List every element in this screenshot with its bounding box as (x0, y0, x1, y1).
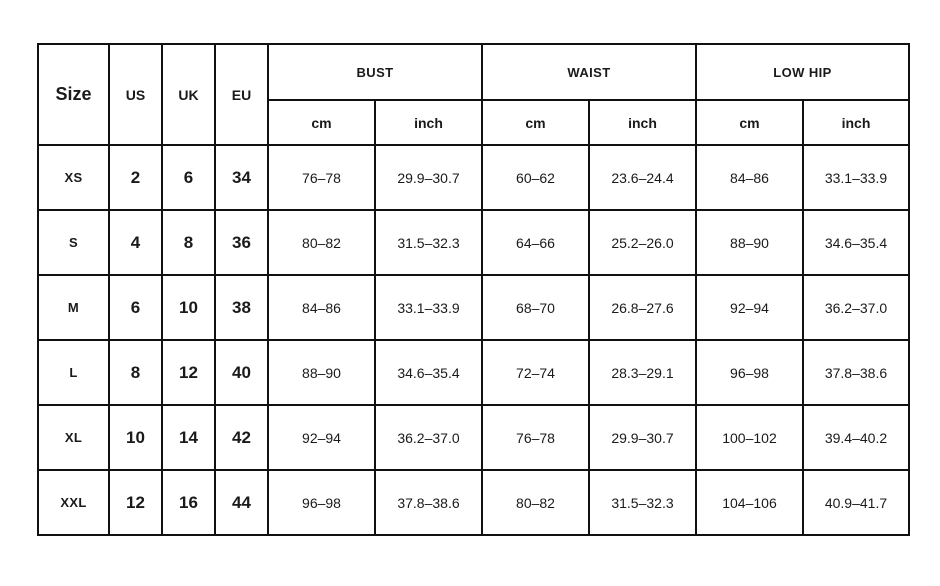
hip-cm-cell: 84–86 (695, 144, 804, 211)
size-label-cell: L (37, 339, 110, 406)
size-label-cell: XS (37, 144, 110, 211)
hip-inch-cell: 40.9–41.7 (802, 469, 910, 536)
us-cell: 2 (108, 144, 163, 211)
size-label-cell: S (37, 209, 110, 276)
unit-header-row: cm inch cm inch cm inch (38, 99, 910, 146)
hip-cm-header: cm (695, 99, 804, 146)
size-label-cell: XL (37, 404, 110, 471)
eu-cell: 34 (214, 144, 269, 211)
eu-cell: 36 (214, 209, 269, 276)
bust-cm-cell: 88–90 (267, 339, 376, 406)
us-cell: 10 (108, 404, 163, 471)
hip-cm-cell: 100–102 (695, 404, 804, 471)
waist-inch-cell: 28.3–29.1 (588, 339, 697, 406)
waist-inch-cell: 29.9–30.7 (588, 404, 697, 471)
hip-inch-cell: 36.2–37.0 (802, 274, 910, 341)
bust-cm-cell: 80–82 (267, 209, 376, 276)
bust-inch-cell: 37.8–38.6 (374, 469, 483, 536)
bust-cm-cell: 92–94 (267, 404, 376, 471)
hip-inch-cell: 37.8–38.6 (802, 339, 910, 406)
bust-inch-cell: 29.9–30.7 (374, 144, 483, 211)
waist-cm-header: cm (481, 99, 590, 146)
uk-cell: 10 (161, 274, 216, 341)
waist-cm-cell: 64–66 (481, 209, 590, 276)
waist-inch-cell: 26.8–27.6 (588, 274, 697, 341)
us-cell: 6 (108, 274, 163, 341)
us-column-header: US (108, 43, 163, 146)
waist-group-header: WAIST (481, 43, 697, 101)
hip-inch-cell: 34.6–35.4 (802, 209, 910, 276)
eu-column-header: EU (214, 43, 269, 146)
us-cell: 8 (108, 339, 163, 406)
waist-cm-cell: 72–74 (481, 339, 590, 406)
bust-inch-cell: 36.2–37.0 (374, 404, 483, 471)
bust-cm-cell: 84–86 (267, 274, 376, 341)
eu-cell: 44 (214, 469, 269, 536)
table-row: L 8 12 40 88–90 34.6–35.4 72–74 28.3–29.… (37, 339, 910, 406)
size-chart-table: Size US UK EU BUST WAIST LOW HIP cm inch… (37, 43, 910, 536)
table-row: XS 2 6 34 76–78 29.9–30.7 60–62 23.6–24.… (37, 144, 910, 211)
size-label-cell: M (37, 274, 110, 341)
eu-cell: 38 (214, 274, 269, 341)
bust-cm-cell: 76–78 (267, 144, 376, 211)
bust-cm-header: cm (267, 99, 376, 146)
low-hip-group-header: LOW HIP (695, 43, 910, 101)
hip-inch-cell: 39.4–40.2 (802, 404, 910, 471)
bust-inch-cell: 34.6–35.4 (374, 339, 483, 406)
bust-inch-header: inch (374, 99, 483, 146)
size-column-header: Size (37, 43, 110, 146)
hip-cm-cell: 92–94 (695, 274, 804, 341)
hip-cm-cell: 88–90 (695, 209, 804, 276)
waist-inch-cell: 25.2–26.0 (588, 209, 697, 276)
uk-cell: 14 (161, 404, 216, 471)
eu-cell: 42 (214, 404, 269, 471)
group-header-row: Size US UK EU BUST WAIST LOW HIP (37, 43, 910, 146)
bust-cm-cell: 96–98 (267, 469, 376, 536)
table-row: XXL 12 16 44 96–98 37.8–38.6 80–82 31.5–… (37, 469, 910, 536)
bust-inch-cell: 33.1–33.9 (374, 274, 483, 341)
hip-inch-header: inch (802, 99, 910, 146)
hip-cm-cell: 104–106 (695, 469, 804, 536)
hip-cm-cell: 96–98 (695, 339, 804, 406)
us-cell: 12 (108, 469, 163, 536)
waist-cm-cell: 76–78 (481, 404, 590, 471)
uk-cell: 6 (161, 144, 216, 211)
bust-group-header: BUST (267, 43, 483, 101)
uk-column-header: UK (161, 43, 216, 146)
waist-inch-cell: 23.6–24.4 (588, 144, 697, 211)
uk-cell: 12 (161, 339, 216, 406)
bust-inch-cell: 31.5–32.3 (374, 209, 483, 276)
waist-inch-cell: 31.5–32.3 (588, 469, 697, 536)
table-row: S 4 8 36 80–82 31.5–32.3 64–66 25.2–26.0… (37, 209, 910, 276)
waist-inch-header: inch (588, 99, 697, 146)
eu-cell: 40 (214, 339, 269, 406)
waist-cm-cell: 80–82 (481, 469, 590, 536)
size-label-cell: XXL (37, 469, 110, 536)
hip-inch-cell: 33.1–33.9 (802, 144, 910, 211)
waist-cm-cell: 60–62 (481, 144, 590, 211)
uk-cell: 8 (161, 209, 216, 276)
waist-cm-cell: 68–70 (481, 274, 590, 341)
us-cell: 4 (108, 209, 163, 276)
uk-cell: 16 (161, 469, 216, 536)
table-row: M 6 10 38 84–86 33.1–33.9 68–70 26.8–27.… (37, 274, 910, 341)
table-row: XL 10 14 42 92–94 36.2–37.0 76–78 29.9–3… (37, 404, 910, 471)
